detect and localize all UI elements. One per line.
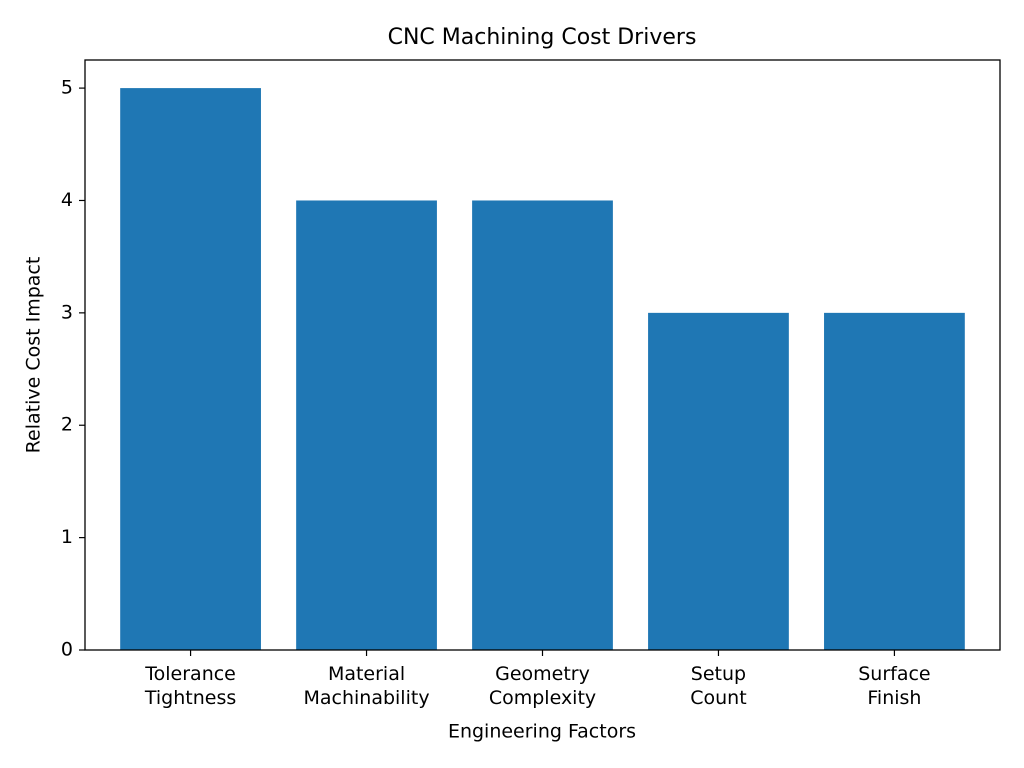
bar [472, 200, 613, 650]
bar [296, 200, 437, 650]
bar [648, 312, 789, 650]
y-tick-label: 5 [61, 77, 73, 99]
y-tick-label: 3 [61, 301, 73, 323]
x-tick-label: Setup Count [690, 663, 746, 709]
y-axis-label: Relative Cost Impact [23, 257, 45, 454]
bar [824, 312, 965, 650]
x-tick-label: Tolerance Tightness [144, 663, 236, 709]
bar [120, 88, 261, 651]
x-tick-label: Surface Finish [858, 663, 930, 709]
x-tick-label: Geometry Complexity [489, 663, 596, 709]
y-tick-label: 0 [61, 639, 73, 661]
y-tick-label: 2 [61, 414, 73, 436]
axes-frame [84, 59, 1001, 651]
x-tick-label: Material Machinability [303, 663, 429, 709]
x-axis-label: Engineering Factors [448, 721, 636, 743]
chart-title: CNC Machining Cost Drivers [388, 25, 697, 50]
y-tick-label: 1 [61, 526, 73, 548]
y-tick-label: 4 [61, 189, 73, 211]
